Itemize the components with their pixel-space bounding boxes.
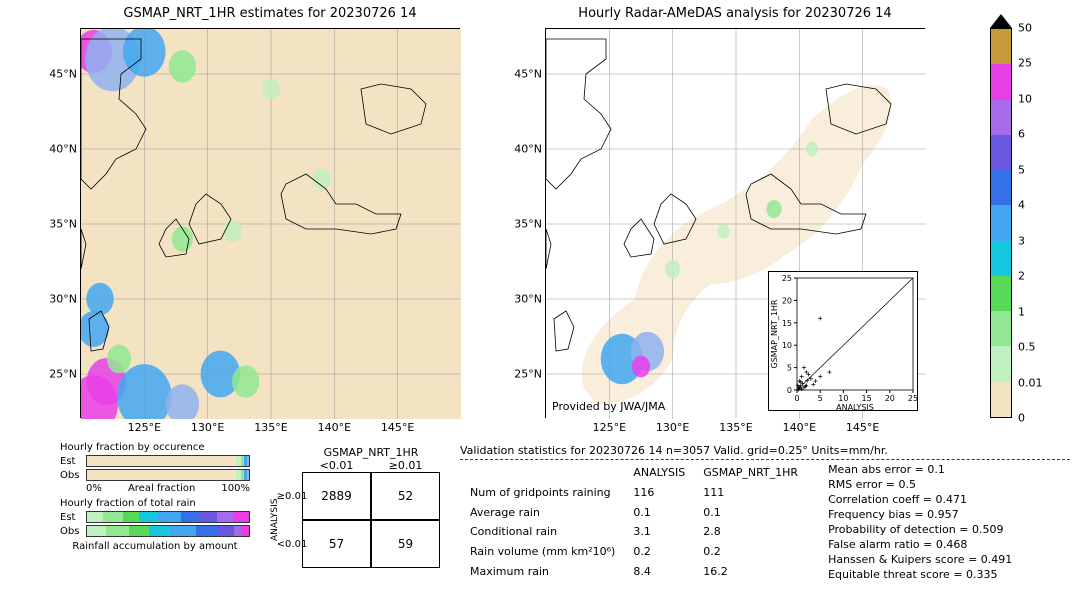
svg-text:5: 5 [818, 394, 823, 403]
svg-text:5: 5 [787, 364, 792, 373]
rainfall-accum-label: Rainfall accumulation by amount [60, 541, 250, 552]
svg-text:GSMAP_NRT_1HR: GSMAP_NRT_1HR [770, 299, 779, 368]
bar-obs-rain: Obs [60, 525, 250, 537]
svg-text:10: 10 [782, 341, 792, 350]
right-map-title: Hourly Radar-AMeDAS analysis for 2023072… [545, 6, 925, 21]
svg-text:20: 20 [782, 296, 792, 305]
ct-00: 2889 [302, 472, 371, 520]
ct-title: GSMAP_NRT_1HR [302, 446, 440, 459]
bar-obs-occurrence: Obs [60, 469, 250, 481]
svg-text:10: 10 [838, 394, 848, 403]
svg-text:0: 0 [794, 394, 799, 403]
svg-text:ANALYSIS: ANALYSIS [836, 403, 874, 412]
left-map-title: GSMAP_NRT_1HR estimates for 20230726 14 [80, 6, 460, 21]
svg-text:20: 20 [885, 394, 895, 403]
stats-header: Validation statistics for 20230726 14 n=… [460, 444, 1070, 457]
svg-text:15: 15 [862, 394, 872, 403]
ct-10: 57 [302, 520, 371, 568]
bar-est-rain: Est [60, 511, 250, 523]
stats-list: Mean abs error = 0.1RMS error = 0.5Corre… [828, 462, 1012, 582]
stats-table: ANALYSISGSMAP_NRT_1HR Num of gridpoints … [460, 462, 808, 582]
attribution-text: Provided by JWA/JMA [552, 400, 665, 413]
ct-ylabel: ANALYSIS [270, 472, 282, 568]
scatter-inset: 00 5 5 10 10 15 15 20 20 25 25 ANALYSIS GSMAP_NRT_1H… [768, 271, 918, 411]
fraction-rain-title: Hourly fraction of total rain [60, 498, 250, 509]
svg-text:15: 15 [782, 319, 792, 328]
ct-11: 59 [371, 520, 440, 568]
svg-text:25: 25 [782, 274, 792, 283]
colorbar: 00.010.5123456102550 [990, 28, 1012, 418]
left-map: 25°N30°N35°N40°N45°N 125°E130°E135°E140°… [80, 28, 460, 418]
right-map: 25°N30°N35°N40°N45°N 125°E130°E135°E140°… [545, 28, 925, 418]
fraction-occurrence-title: Hourly fraction by occurence [60, 442, 250, 453]
ct-01: 52 [371, 472, 440, 520]
svg-text:0: 0 [787, 386, 792, 395]
svg-text:25: 25 [908, 394, 918, 403]
bar-est-occurrence: Est [60, 455, 250, 467]
